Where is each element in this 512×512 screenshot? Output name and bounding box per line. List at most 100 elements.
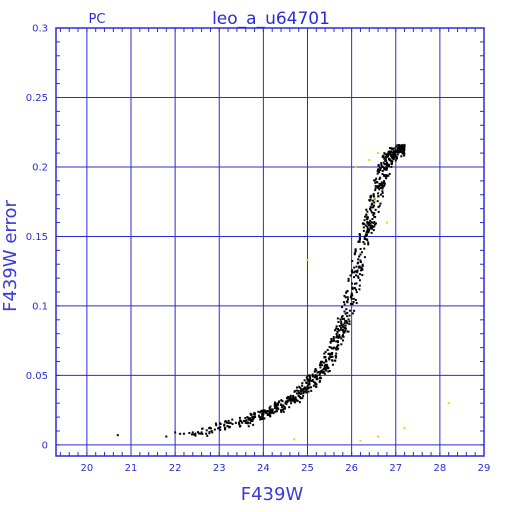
data-point [342, 301, 345, 304]
data-point [342, 317, 345, 320]
data-point [361, 264, 364, 267]
data-point [343, 303, 346, 306]
data-point [341, 328, 344, 331]
data-point [353, 253, 356, 256]
data-point [383, 163, 386, 166]
data-point [358, 236, 361, 239]
data-point [385, 174, 388, 177]
data-point [336, 317, 339, 320]
data-point [331, 340, 334, 343]
data-point [397, 144, 400, 147]
data-point [309, 377, 312, 380]
data-point [350, 270, 353, 273]
data-point [298, 392, 301, 395]
data-point [363, 235, 366, 238]
data-point [324, 356, 327, 359]
data-point [359, 260, 362, 263]
data-point [396, 157, 399, 160]
data-point-secondary [377, 152, 380, 155]
data-point [381, 172, 384, 175]
data-point [388, 147, 391, 150]
data-point [359, 266, 362, 269]
data-point [376, 185, 379, 188]
data-point [218, 427, 221, 430]
y-axis-label: F439W error [0, 200, 21, 312]
data-point [294, 401, 297, 404]
data-point [335, 348, 338, 351]
data-point [366, 231, 369, 234]
data-point [358, 240, 361, 243]
data-point [351, 294, 354, 297]
data-point [280, 399, 283, 402]
data-point [252, 413, 255, 416]
data-point [338, 334, 341, 337]
data-point [290, 402, 293, 405]
data-point [330, 347, 333, 350]
data-point [224, 428, 227, 431]
data-point [217, 427, 220, 430]
data-point [331, 359, 334, 362]
data-point [309, 379, 312, 382]
data-point [344, 312, 347, 315]
data-point [307, 374, 310, 377]
data-point [261, 409, 264, 412]
data-point [366, 229, 369, 232]
data-point [379, 166, 382, 169]
data-point [265, 410, 268, 413]
data-point [344, 296, 347, 299]
data-point [277, 401, 280, 404]
data-point [370, 203, 373, 206]
data-point [246, 416, 249, 419]
data-point [369, 219, 372, 222]
data-point [368, 221, 371, 224]
data-point [268, 407, 271, 410]
data-point [296, 386, 299, 389]
data-point [366, 222, 369, 225]
data-point [372, 206, 375, 209]
data-point [294, 396, 297, 399]
data-point [363, 247, 366, 250]
data-point [396, 147, 399, 150]
data-point [268, 408, 271, 411]
data-point [366, 227, 369, 230]
data-point [224, 420, 227, 423]
data-point [206, 434, 209, 437]
data-point [387, 174, 390, 177]
data-point [301, 384, 304, 387]
data-point [273, 403, 276, 406]
data-point [281, 400, 284, 403]
data-point [357, 276, 360, 279]
data-point [355, 302, 358, 305]
data-point [365, 233, 368, 236]
data-point [276, 407, 279, 410]
data-point [383, 157, 386, 160]
data-point [342, 323, 345, 326]
data-point [389, 150, 392, 153]
y-tick-label: 0.1 [32, 301, 48, 312]
data-point [291, 396, 294, 399]
data-point [374, 208, 377, 211]
data-point [396, 153, 399, 156]
data-point [258, 416, 261, 419]
data-point [307, 387, 310, 390]
data-point [349, 274, 352, 277]
data-point [401, 152, 404, 155]
data-point [358, 238, 361, 241]
data-point [314, 369, 317, 372]
data-point [334, 329, 337, 332]
data-point [303, 379, 306, 382]
x-tick-label: 21 [125, 463, 138, 474]
data-point [349, 302, 352, 305]
data-point [249, 417, 252, 420]
data-point [237, 421, 240, 424]
data-point [282, 405, 285, 408]
data-point [270, 408, 273, 411]
data-point [251, 416, 254, 419]
data-point [397, 146, 400, 149]
data-point [369, 207, 372, 210]
data-point [365, 213, 368, 216]
data-point [332, 337, 335, 340]
data-point [368, 199, 371, 202]
data-point [369, 194, 372, 197]
